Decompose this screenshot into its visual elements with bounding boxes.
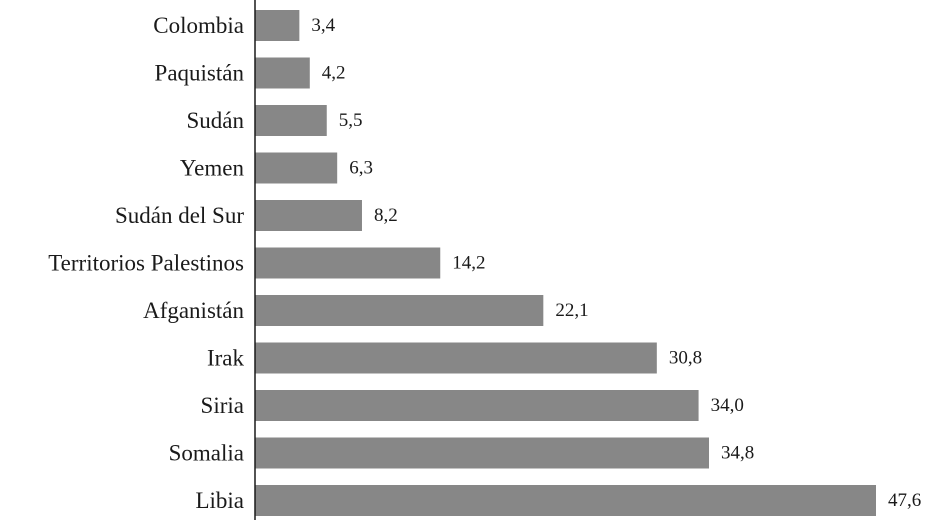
value-labels: 3,4 4,2 5,5 6,3 8,2 14,2 22,1 30,8 34,0 34,8 47,6 [311,15,921,511]
category-label-paquistan: Paquistán [155,61,245,86]
category-label-sudan: Sudán [187,108,245,133]
category-label-sudan-del-sur: Sudán del Sur [115,203,244,228]
value-label-territorios-palestinos: 14,2 [452,253,485,274]
value-label-libia: 47,6 [888,490,921,511]
category-label-yemen: Yemen [180,156,245,181]
value-label-sudan-del-sur: 8,2 [374,205,398,226]
category-labels: Colombia Paquistán Sudán Yemen Sudán del Sur… [48,13,244,513]
value-label-colombia: 3,4 [311,15,335,36]
bar-irak [255,342,657,374]
bar-libia [255,485,876,516]
value-label-irak: 30,8 [669,348,702,369]
bar-yemen [255,152,338,184]
bar-somalia [255,437,710,469]
category-label-siria: Siria [201,393,244,418]
bar-paquistan [255,57,310,89]
value-label-siria: 34,0 [711,395,744,416]
category-label-somalia: Somalia [169,441,244,466]
value-label-paquistan: 4,2 [322,63,346,84]
category-label-irak: Irak [207,346,245,371]
value-label-sudan: 5,5 [339,110,363,131]
bar-siria [255,390,699,421]
bar-sudan [255,105,327,136]
bar-sudan-del-sur [255,200,362,231]
category-label-colombia: Colombia [153,13,244,38]
value-label-afganistan: 22,1 [555,300,588,321]
category-label-territorios-palestinos: Territorios Palestinos [48,251,244,276]
bars-group [255,10,876,516]
value-label-somalia: 34,8 [721,443,754,464]
bar-territorios-palestinos [255,247,441,279]
bar-afganistan [255,295,544,326]
bar-colombia [255,10,300,41]
category-label-afganistan: Afganistán [143,298,244,323]
value-label-yemen: 6,3 [349,158,373,179]
category-label-libia: Libia [195,488,244,513]
